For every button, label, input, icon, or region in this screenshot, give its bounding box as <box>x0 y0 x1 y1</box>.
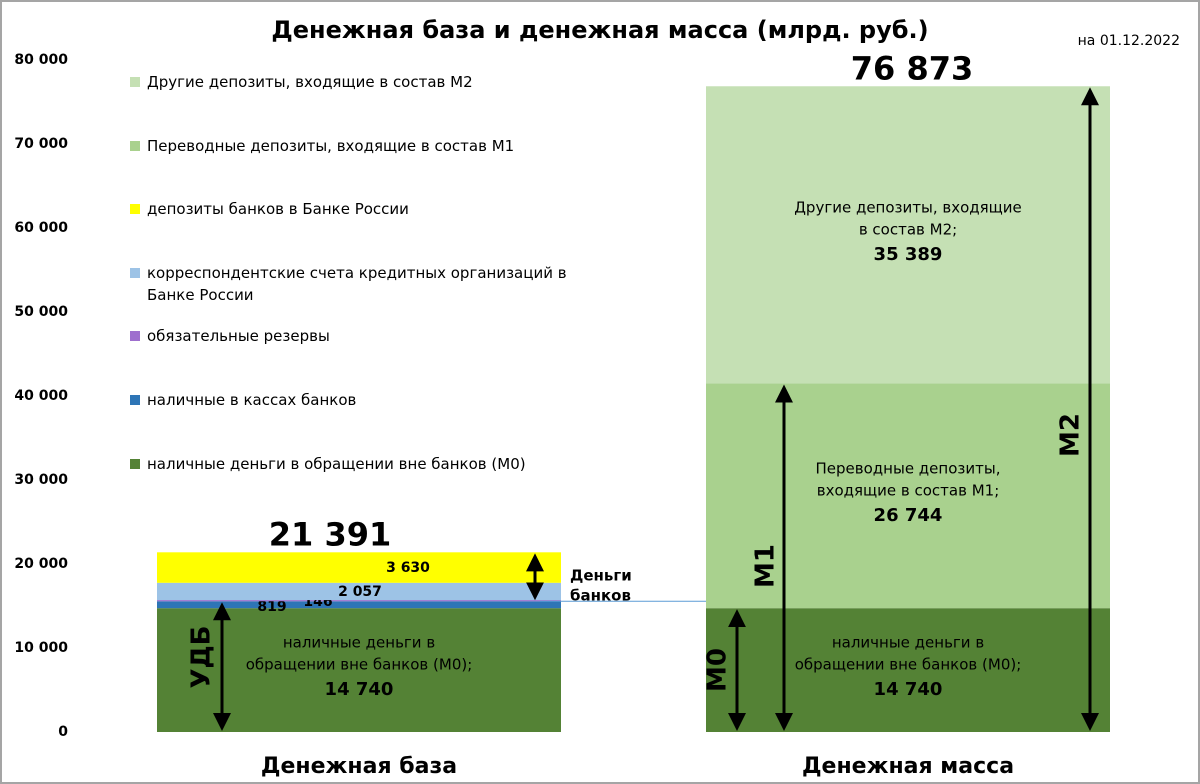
value-label: 35 389 <box>874 244 943 265</box>
legend-swatch <box>130 204 140 215</box>
legend-label: наличные деньги в обращении вне банков (… <box>147 454 526 473</box>
value-label: 14 740 <box>325 679 394 700</box>
bar-segment <box>157 552 561 583</box>
value-label: 819 <box>257 599 286 615</box>
bar-segment <box>157 601 561 609</box>
y-tick-label: 30 000 <box>14 472 68 488</box>
bar-segment <box>706 383 1110 609</box>
legend-item: депозиты банков в Банке России <box>130 198 570 220</box>
legend-label: Другие депозиты, входящие в состав М2 <box>147 73 473 91</box>
segment-label: наличные деньги в <box>283 634 435 652</box>
legend-item: обязательные резервы <box>130 325 570 347</box>
value-label: 3 630 <box>386 560 430 576</box>
legend-item: Другие депозиты, входящие в состав М2 <box>130 71 570 93</box>
legend-swatch <box>130 140 140 151</box>
y-tick-label: 20 000 <box>14 556 68 572</box>
x-tick-label: Денежная масса <box>802 754 1014 779</box>
bar-segment <box>157 582 561 601</box>
bank-money-label: Деньги <box>570 567 632 585</box>
bank-money-label: банков <box>570 587 631 605</box>
legend-item: наличные в кассах банков <box>130 389 570 411</box>
legend-label: Переводные депозиты, входящие в состав М… <box>147 136 515 155</box>
value-label: 14 740 <box>874 679 943 700</box>
segment-label: обращении вне банков (М0); <box>795 656 1022 674</box>
total-label: 76 873 <box>851 49 973 87</box>
legend-label: корреспондентские счета кредитных органи… <box>147 263 567 304</box>
legend-swatch <box>130 395 140 405</box>
legend-item: Переводные депозиты, входящие в состав М… <box>130 135 570 157</box>
y-tick-label: 70 000 <box>14 136 68 152</box>
y-tick-label: 10 000 <box>14 640 68 656</box>
legend-swatch <box>130 331 140 342</box>
bar-segment <box>157 600 561 602</box>
legend-swatch <box>130 267 140 278</box>
segment-label: входящие в состав М1; <box>817 481 1000 499</box>
legend-label: обязательные резервы <box>147 327 330 346</box>
legend-item: наличные деньги в обращении вне банков (… <box>130 453 570 475</box>
x-tick-label: Денежная база <box>261 754 457 779</box>
value-label: 2 057 <box>338 584 382 600</box>
segment-label: Другие депозиты, входящие <box>794 198 1022 216</box>
arrow-label: УДБ <box>187 625 217 688</box>
value-label: 26 744 <box>874 505 943 526</box>
y-tick-label: 0 <box>58 724 68 740</box>
legend-swatch <box>130 77 140 87</box>
chart-title: Денежная база и денежная масса (млрд. ру… <box>271 16 928 44</box>
y-tick-label: 60 000 <box>14 220 68 236</box>
arrow-label: М2 <box>1056 413 1086 457</box>
total-label: 21 391 <box>269 515 391 553</box>
y-tick-label: 40 000 <box>14 388 68 404</box>
legend-swatch <box>130 458 140 469</box>
bar-segment <box>706 608 1110 732</box>
bar-segment <box>706 86 1110 384</box>
segment-label: в состав М2; <box>859 220 957 238</box>
y-tick-label: 80 000 <box>14 52 68 68</box>
segment-label: наличные деньги в <box>832 634 984 652</box>
segment-label: Переводные депозиты, <box>816 459 1001 477</box>
arrow-label: М1 <box>751 544 781 588</box>
legend-item: корреспондентские счета кредитных органи… <box>130 262 570 306</box>
y-tick-label: 50 000 <box>14 304 68 320</box>
legend-label: наличные в кассах банков <box>147 391 357 409</box>
legend-label: депозиты банков в Банке России <box>147 200 409 219</box>
date: на 01.12.2022 <box>1078 33 1180 49</box>
segment-label: обращении вне банков (М0); <box>246 656 473 674</box>
arrow-label: М0 <box>703 648 733 692</box>
